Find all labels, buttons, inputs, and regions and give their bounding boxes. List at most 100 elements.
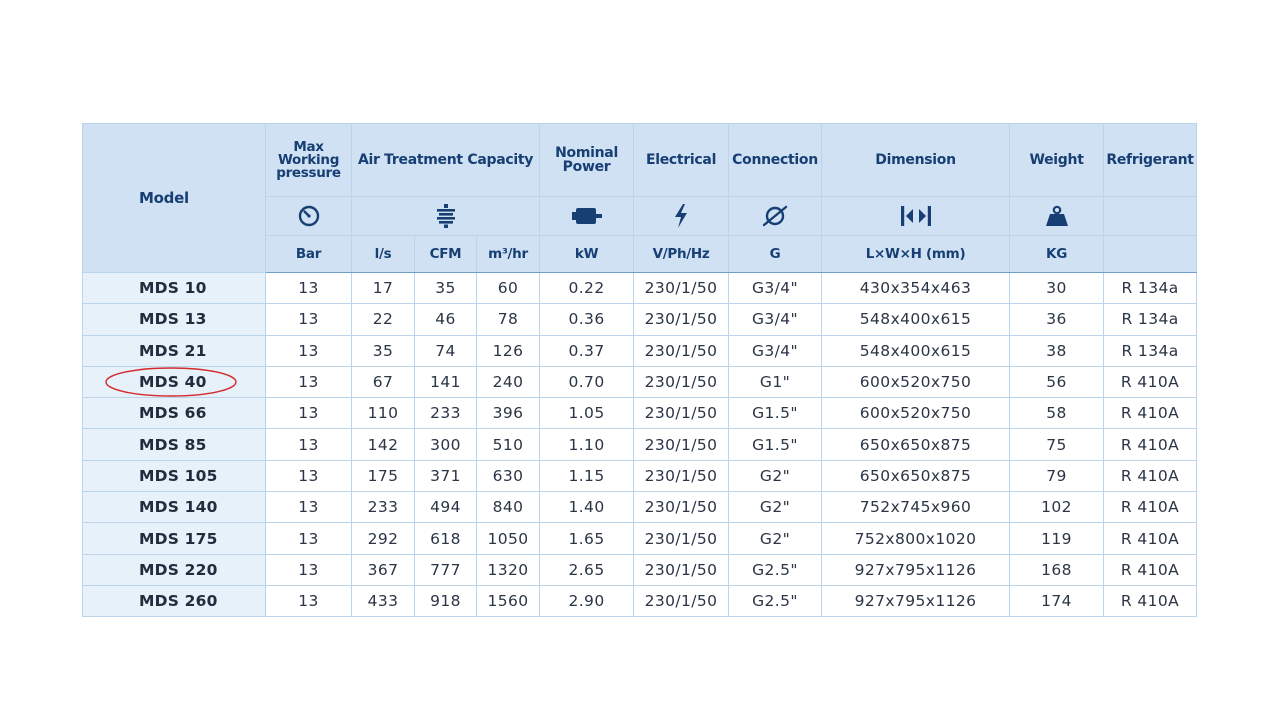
header-electrical: Electrical xyxy=(633,123,730,197)
unit-weight: KG xyxy=(1009,235,1105,273)
cell-connection: G3/4" xyxy=(728,303,823,336)
cell-flow-cfm: 35 xyxy=(414,271,477,305)
table-row: MDS 66 13 110 233 396 1.05 230/1/50 G1.5" 600x52… xyxy=(82,397,1198,430)
table-row: MDS 105 13 175 371 630 1.15 230/1/50 G2" 650x650… xyxy=(82,459,1198,493)
header-refrigerant: Refrigerant xyxy=(1103,123,1198,197)
pipe-diameter-icon xyxy=(728,196,823,236)
cell-flow-ls: 367 xyxy=(351,553,415,586)
header-weight: Weight xyxy=(1009,123,1105,197)
cell-weight: 58 xyxy=(1009,397,1105,430)
header-pressure-line2: Working xyxy=(277,151,340,168)
cell-connection: G2.5" xyxy=(728,553,823,586)
cell-flow-m3hr: 510 xyxy=(475,428,541,461)
cell-flow-cfm: 918 xyxy=(414,584,477,618)
cell-power: 0.70 xyxy=(539,365,635,399)
cell-flow-ls: 233 xyxy=(351,491,415,524)
cell-flow-cfm: 777 xyxy=(414,553,477,586)
cell-refrigerant: R 134a xyxy=(1103,334,1198,367)
cell-power: 1.65 xyxy=(539,522,635,555)
cell-model: MDS 140 xyxy=(82,491,266,524)
cell-dimension: 548x400x615 xyxy=(821,334,1011,367)
cell-refrigerant: R 410A xyxy=(1103,459,1198,493)
table-row: MDS 260 13 433 918 1560 2.90 230/1/50 G2.5" 927x… xyxy=(82,584,1198,618)
cell-weight: 119 xyxy=(1009,522,1105,555)
header-power-line1: Nominal xyxy=(555,145,618,161)
spec-table: Model Max Working pressure Air Treatment… xyxy=(82,123,1198,618)
cell-flow-cfm: 618 xyxy=(414,522,477,555)
cell-pressure: 13 xyxy=(265,428,352,461)
cell-pressure: 13 xyxy=(265,334,352,367)
cell-power: 2.90 xyxy=(539,584,635,618)
cell-dimension: 752x800x1020 xyxy=(821,522,1011,555)
cell-electrical: 230/1/50 xyxy=(633,553,730,586)
cell-refrigerant: R 410A xyxy=(1103,397,1198,430)
unit-ls: l/s xyxy=(351,235,415,273)
cell-flow-cfm: 46 xyxy=(414,303,477,336)
cell-flow-m3hr: 240 xyxy=(475,365,541,399)
cell-connection: G1" xyxy=(728,365,823,399)
cell-pressure: 13 xyxy=(265,553,352,586)
table-row: MDS 220 13 367 777 1320 2.65 230/1/50 G2.5" 927x… xyxy=(82,553,1198,586)
cell-model: MDS 85 xyxy=(82,428,266,461)
cell-dimension: 650x650x875 xyxy=(821,459,1011,493)
cell-electrical: 230/1/50 xyxy=(633,459,730,493)
cell-flow-cfm: 300 xyxy=(414,428,477,461)
cell-refrigerant: R 134a xyxy=(1103,271,1198,305)
table-row: MDS 85 13 142 300 510 1.10 230/1/50 G1.5" 650x65… xyxy=(82,428,1198,461)
cell-flow-m3hr: 1320 xyxy=(475,553,541,586)
cell-power: 0.36 xyxy=(539,303,635,336)
cell-flow-ls: 67 xyxy=(351,365,415,399)
unit-connection: G xyxy=(728,235,823,273)
cell-dimension: 548x400x615 xyxy=(821,303,1011,336)
cell-power: 1.05 xyxy=(539,397,635,430)
unit-electrical: V/Ph/Hz xyxy=(633,235,730,273)
pressure-gauge-icon xyxy=(265,196,352,236)
cell-connection: G2" xyxy=(728,491,823,524)
cell-weight: 75 xyxy=(1009,428,1105,461)
cell-dimension: 600x520x750 xyxy=(821,397,1011,430)
cell-electrical: 230/1/50 xyxy=(633,271,730,305)
cell-dimension: 430x354x463 xyxy=(821,271,1011,305)
header-model: Model xyxy=(82,123,266,273)
cell-electrical: 230/1/50 xyxy=(633,303,730,336)
cell-refrigerant: R 410A xyxy=(1103,584,1198,618)
cell-flow-m3hr: 78 xyxy=(475,303,541,336)
cell-model: MDS 10 xyxy=(82,271,266,305)
cell-pressure: 13 xyxy=(265,522,352,555)
cell-refrigerant: R 410A xyxy=(1103,491,1198,524)
cell-flow-cfm: 141 xyxy=(414,365,477,399)
header-dimension: Dimension xyxy=(821,123,1011,197)
cell-weight: 38 xyxy=(1009,334,1105,367)
cell-power: 2.65 xyxy=(539,553,635,586)
cell-connection: G3/4" xyxy=(728,271,823,305)
cell-connection: G1.5" xyxy=(728,397,823,430)
cell-model: MDS 66 xyxy=(82,397,266,430)
cell-pressure: 13 xyxy=(265,303,352,336)
cell-electrical: 230/1/50 xyxy=(633,334,730,367)
cell-flow-ls: 292 xyxy=(351,522,415,555)
cell-flow-ls: 142 xyxy=(351,428,415,461)
cell-model: MDS 175 xyxy=(82,522,266,555)
cell-electrical: 230/1/50 xyxy=(633,491,730,524)
cell-refrigerant: R 410A xyxy=(1103,522,1198,555)
cell-refrigerant: R 134a xyxy=(1103,303,1198,336)
cell-flow-ls: 175 xyxy=(351,459,415,493)
cell-weight: 30 xyxy=(1009,271,1105,305)
cell-weight: 168 xyxy=(1009,553,1105,586)
cell-flow-cfm: 233 xyxy=(414,397,477,430)
cell-flow-m3hr: 126 xyxy=(475,334,541,367)
cell-flow-m3hr: 840 xyxy=(475,491,541,524)
cell-electrical: 230/1/50 xyxy=(633,428,730,461)
refrigerant-icon-cell xyxy=(1103,196,1198,236)
cell-dimension: 600x520x750 xyxy=(821,365,1011,399)
unit-bar: Bar xyxy=(265,235,352,273)
cell-connection: G3/4" xyxy=(728,334,823,367)
header-max-working-pressure: Max Working pressure xyxy=(265,123,352,197)
cell-pressure: 13 xyxy=(265,584,352,618)
dimension-arrows-icon xyxy=(821,196,1011,236)
unit-m3hr: m³/hr xyxy=(475,235,541,273)
cell-flow-m3hr: 396 xyxy=(475,397,541,430)
cell-weight: 56 xyxy=(1009,365,1105,399)
cell-electrical: 230/1/50 xyxy=(633,522,730,555)
table-row: MDS 21 13 35 74 126 0.37 230/1/50 G3/4" 548x400x… xyxy=(82,334,1198,367)
